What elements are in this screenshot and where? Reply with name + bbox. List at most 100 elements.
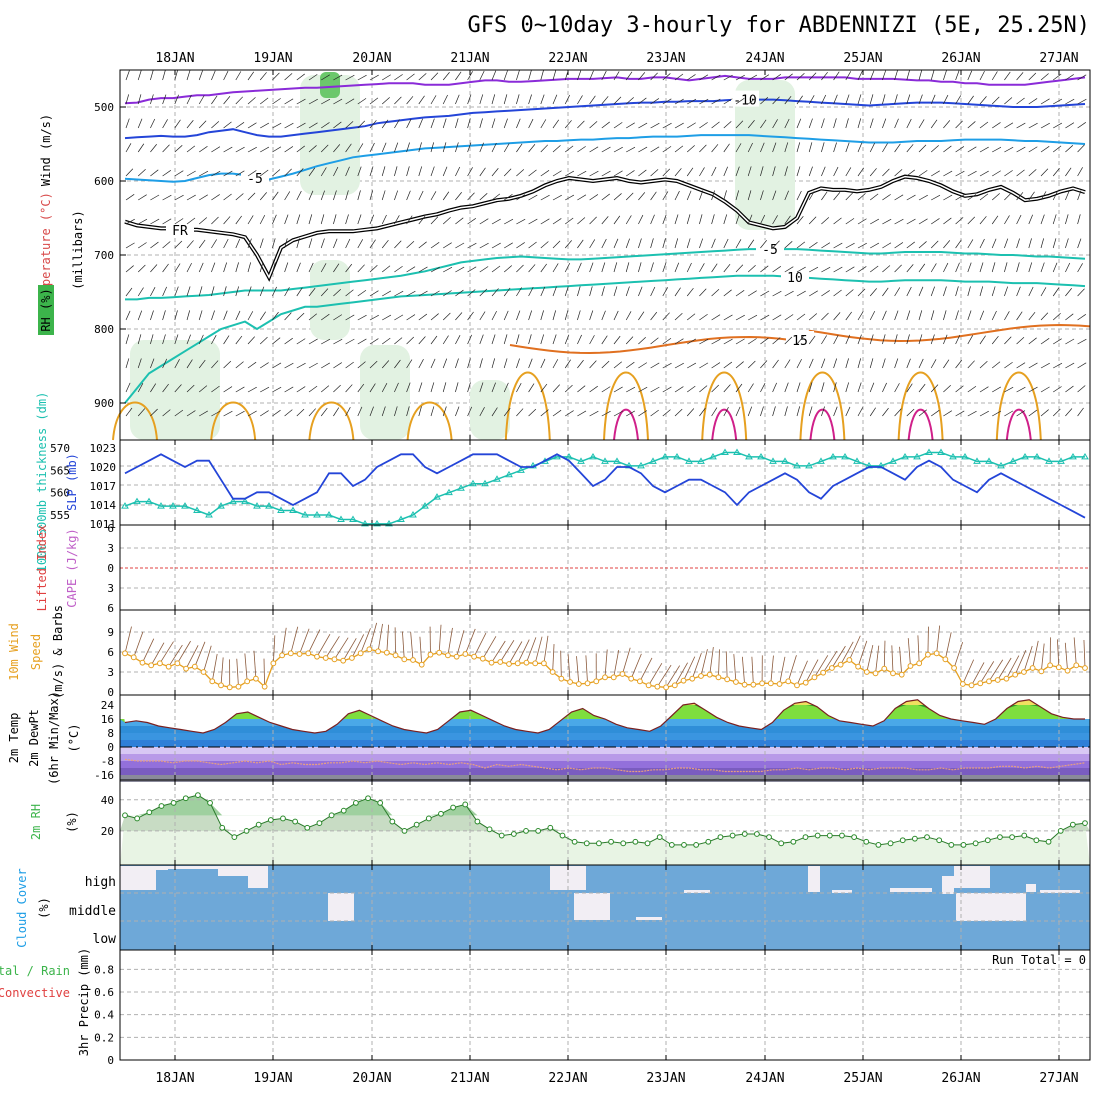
surface-wind-barb <box>1040 643 1045 672</box>
wind-barb <box>540 358 546 369</box>
wind-barb <box>1053 122 1063 129</box>
precip-tick: 0.2 <box>94 1031 114 1044</box>
wind-barb <box>528 94 532 105</box>
isotherm-label: 10 <box>787 271 803 286</box>
wind-barb <box>992 410 1002 417</box>
surface-wind-barb <box>124 626 132 654</box>
wind-barb <box>150 383 157 393</box>
wind-barb <box>186 145 196 153</box>
wind-barb <box>918 94 923 105</box>
wind-speed-point <box>418 661 425 668</box>
rh-point <box>474 818 481 825</box>
wind-barb <box>796 358 802 369</box>
wind-barb <box>284 122 294 129</box>
wind-speed-point <box>741 681 748 688</box>
wind-barb <box>540 70 544 81</box>
precip-grid <box>120 950 1090 1060</box>
wind-barb <box>308 98 318 105</box>
wind-barb <box>991 335 999 345</box>
dewpoint-line <box>124 758 1086 773</box>
wind-barb <box>979 146 989 153</box>
wind-barb <box>516 218 526 225</box>
wind-tick: 3 <box>107 666 114 679</box>
wind-barb <box>150 144 157 153</box>
wind-barb <box>760 119 767 129</box>
wind-barb <box>577 170 587 177</box>
wind-barb <box>662 262 667 273</box>
wind-barb <box>357 289 367 297</box>
wind-barb <box>760 74 770 81</box>
rh-tick: 40 <box>101 794 114 807</box>
wind-speed-point <box>314 653 320 660</box>
warm-contour-inner <box>613 408 639 441</box>
wind-barb <box>638 238 642 249</box>
wind-barb <box>308 362 318 369</box>
surface-wind-barb <box>883 640 886 669</box>
wind-barb <box>638 410 647 417</box>
wind-barb <box>540 310 544 321</box>
temp-band-positive <box>120 740 1090 747</box>
wind-barb <box>125 382 131 393</box>
wind-speed-point <box>994 677 1001 683</box>
surface-wind-barb <box>272 635 276 664</box>
thickness-marker <box>853 457 861 464</box>
wind-barb <box>577 239 584 249</box>
wind-barb <box>442 142 447 153</box>
wind-barb <box>259 262 264 273</box>
wind-barb <box>382 74 391 81</box>
moist-patch <box>360 345 410 440</box>
wind-barb <box>821 217 830 225</box>
surface-wind-barb <box>718 649 720 678</box>
wind-barb <box>1077 74 1087 81</box>
wind-barb <box>418 73 427 81</box>
wind-barb <box>784 96 792 105</box>
wind-barb <box>723 289 732 297</box>
wind-barb <box>284 168 292 177</box>
rh-point <box>693 841 700 848</box>
wind-barb <box>1016 311 1023 321</box>
wind-barb <box>381 166 386 177</box>
wind-barb <box>211 360 219 369</box>
surface-wind-barb <box>168 644 183 667</box>
wind-speed-point <box>1029 665 1036 671</box>
wind-speed-point <box>575 681 582 687</box>
wind-barb <box>979 262 984 273</box>
surface-wind-barb <box>244 653 248 682</box>
wind-barb <box>455 118 459 129</box>
wind-barb <box>394 119 400 129</box>
rh-fill-high <box>120 795 1090 816</box>
rh-point <box>972 840 979 847</box>
surface-wind-barb <box>1064 642 1068 671</box>
wind-barb <box>125 242 135 249</box>
wind-barb <box>735 166 740 177</box>
wind-barb <box>1004 361 1013 369</box>
cloud-gap <box>890 888 932 892</box>
wind-barb <box>906 94 911 105</box>
wind-barb <box>345 338 355 345</box>
temp-tick: 8 <box>107 727 114 740</box>
wind-barb <box>674 214 679 225</box>
wind-speed-point <box>497 659 504 665</box>
surface-wind-barb <box>567 654 571 683</box>
wind-barb <box>991 286 996 297</box>
wind-barb <box>747 166 752 177</box>
wind-barb <box>345 98 355 105</box>
thickness-grid <box>120 440 1090 525</box>
wind-barb <box>235 146 245 153</box>
wind-barb <box>918 119 925 129</box>
wind-barb <box>247 238 252 249</box>
wind-barb <box>540 94 545 105</box>
wind-speed-line <box>124 648 1086 688</box>
rh-point <box>438 810 444 817</box>
wind-barb <box>1040 337 1050 345</box>
wind-speed-point <box>968 682 975 689</box>
wind-barb <box>174 218 184 225</box>
wind-barb <box>308 145 317 153</box>
surface-wind-barb <box>482 636 497 659</box>
wind-barb <box>1040 386 1050 393</box>
wind-speed-point <box>689 675 696 682</box>
wind-barb <box>1053 98 1063 105</box>
ylabel-cloud-unit: (%) <box>37 897 51 919</box>
wind-barb <box>430 142 435 153</box>
